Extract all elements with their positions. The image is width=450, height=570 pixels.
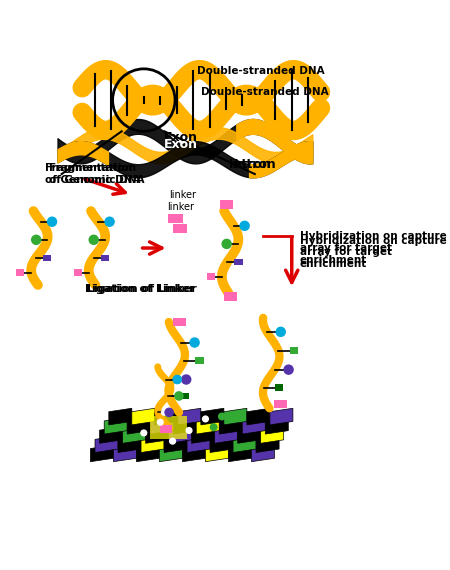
FancyBboxPatch shape bbox=[101, 255, 109, 261]
Polygon shape bbox=[247, 408, 270, 425]
Circle shape bbox=[182, 375, 191, 384]
Polygon shape bbox=[159, 445, 182, 462]
Polygon shape bbox=[146, 427, 169, 443]
FancyBboxPatch shape bbox=[16, 270, 24, 276]
FancyBboxPatch shape bbox=[195, 357, 204, 364]
FancyBboxPatch shape bbox=[149, 416, 187, 439]
Polygon shape bbox=[182, 445, 206, 462]
Text: linker: linker bbox=[169, 190, 196, 200]
Circle shape bbox=[173, 376, 181, 384]
Polygon shape bbox=[201, 408, 224, 425]
Polygon shape bbox=[150, 417, 173, 434]
Text: Exon: Exon bbox=[164, 131, 198, 144]
FancyBboxPatch shape bbox=[181, 393, 189, 399]
Polygon shape bbox=[104, 417, 127, 434]
Circle shape bbox=[240, 221, 249, 230]
Polygon shape bbox=[206, 445, 229, 462]
Polygon shape bbox=[192, 427, 215, 443]
Polygon shape bbox=[90, 445, 113, 462]
Text: Ligation of Linker: Ligation of Linker bbox=[85, 284, 194, 294]
Polygon shape bbox=[256, 436, 279, 453]
Polygon shape bbox=[109, 408, 132, 425]
FancyBboxPatch shape bbox=[220, 200, 234, 209]
Circle shape bbox=[276, 327, 285, 336]
Circle shape bbox=[186, 428, 192, 433]
Circle shape bbox=[162, 409, 167, 416]
Polygon shape bbox=[99, 427, 122, 443]
Text: Hybridization on capture
array for target
enrichment: Hybridization on capture array for targe… bbox=[300, 231, 447, 264]
Circle shape bbox=[141, 430, 147, 436]
Circle shape bbox=[211, 424, 217, 430]
Circle shape bbox=[175, 392, 183, 400]
Text: Intron: Intron bbox=[230, 158, 272, 170]
Polygon shape bbox=[122, 427, 146, 443]
Circle shape bbox=[32, 235, 40, 245]
Text: Double-stranded DNA: Double-stranded DNA bbox=[201, 87, 329, 97]
Polygon shape bbox=[224, 408, 247, 425]
Text: Fragmentation
of Genomic DNA: Fragmentation of Genomic DNA bbox=[50, 163, 145, 185]
Polygon shape bbox=[95, 436, 118, 453]
FancyBboxPatch shape bbox=[168, 214, 183, 223]
Polygon shape bbox=[229, 445, 252, 462]
Polygon shape bbox=[261, 427, 284, 443]
Polygon shape bbox=[173, 417, 196, 434]
Polygon shape bbox=[270, 408, 293, 425]
FancyBboxPatch shape bbox=[234, 259, 243, 265]
Circle shape bbox=[158, 420, 163, 425]
FancyBboxPatch shape bbox=[160, 425, 172, 433]
Polygon shape bbox=[169, 427, 192, 443]
FancyBboxPatch shape bbox=[173, 224, 187, 233]
Polygon shape bbox=[136, 445, 159, 462]
Polygon shape bbox=[252, 445, 274, 462]
Circle shape bbox=[284, 365, 293, 374]
Polygon shape bbox=[118, 436, 141, 453]
Polygon shape bbox=[210, 436, 233, 453]
Circle shape bbox=[105, 217, 114, 226]
Circle shape bbox=[190, 338, 199, 347]
Polygon shape bbox=[215, 427, 238, 443]
Text: Ligation of Linker: Ligation of Linker bbox=[87, 284, 197, 294]
Circle shape bbox=[222, 239, 231, 249]
Polygon shape bbox=[266, 417, 288, 434]
Circle shape bbox=[165, 408, 173, 417]
FancyBboxPatch shape bbox=[275, 384, 284, 391]
FancyBboxPatch shape bbox=[290, 348, 298, 354]
FancyBboxPatch shape bbox=[274, 400, 287, 408]
Circle shape bbox=[170, 438, 176, 444]
FancyBboxPatch shape bbox=[74, 270, 82, 276]
Polygon shape bbox=[164, 436, 187, 453]
Polygon shape bbox=[178, 408, 201, 425]
Text: Double-stranded DNA: Double-stranded DNA bbox=[197, 66, 324, 76]
FancyBboxPatch shape bbox=[173, 318, 186, 326]
Polygon shape bbox=[113, 445, 136, 462]
Polygon shape bbox=[155, 408, 178, 425]
Text: Hybridization on capture
array for target
enrichment: Hybridization on capture array for targe… bbox=[300, 235, 447, 268]
Circle shape bbox=[202, 416, 208, 422]
Polygon shape bbox=[196, 417, 219, 434]
FancyBboxPatch shape bbox=[43, 255, 51, 261]
Text: Fragmentation
of Genomic DNA: Fragmentation of Genomic DNA bbox=[45, 163, 141, 185]
FancyBboxPatch shape bbox=[207, 274, 215, 280]
Polygon shape bbox=[187, 436, 210, 453]
Text: Intron: Intron bbox=[234, 158, 276, 170]
Polygon shape bbox=[132, 408, 155, 425]
Polygon shape bbox=[233, 436, 256, 453]
Text: linker: linker bbox=[167, 202, 194, 212]
Polygon shape bbox=[219, 417, 242, 434]
Text: Exon: Exon bbox=[164, 138, 198, 151]
FancyBboxPatch shape bbox=[224, 292, 237, 300]
Polygon shape bbox=[141, 436, 164, 453]
Polygon shape bbox=[127, 417, 150, 434]
Circle shape bbox=[48, 217, 57, 226]
Circle shape bbox=[219, 413, 225, 420]
Polygon shape bbox=[242, 417, 266, 434]
Polygon shape bbox=[238, 427, 261, 443]
Circle shape bbox=[89, 235, 98, 245]
